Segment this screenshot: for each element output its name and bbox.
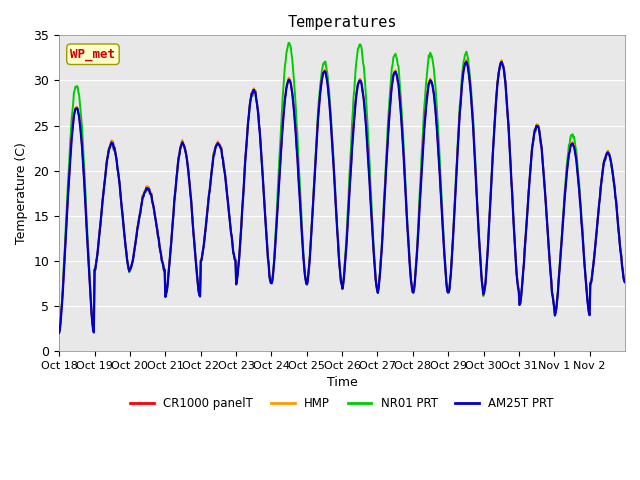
NR01 PRT [275,163,283,168]
Title: Temperatures: Temperatures [287,15,397,30]
HMP [432,114,440,120]
Legend: CR1000 panelT, HMP, NR01 PRT, AM25T PRT: CR1000 panelT, HMP, NR01 PRT, AM25T PRT [125,392,559,415]
AM25T PRT [55,330,63,336]
NR01 PRT [401,174,409,180]
NR01 PRT [621,278,629,284]
AM25T PRT [621,279,629,285]
CR1000 panelT [275,180,283,186]
CR1000 panelT [226,215,234,221]
NR01 PRT [122,243,129,249]
AM25T PRT [463,59,470,65]
NR01 PRT [226,215,234,221]
CR1000 panelT [254,106,262,111]
HMP [621,276,629,282]
HMP [55,328,63,334]
NR01 PRT [254,106,262,111]
CR1000 panelT [432,116,440,121]
CR1000 panelT [122,243,129,249]
Line: AM25T PRT: AM25T PRT [59,62,625,333]
NR01 PRT [55,329,63,335]
X-axis label: Time: Time [326,376,358,389]
HMP [122,241,129,247]
CR1000 panelT [463,59,470,64]
CR1000 panelT [55,330,63,336]
HMP [226,213,234,219]
AM25T PRT [122,243,129,249]
AM25T PRT [226,215,234,221]
HMP [401,167,408,173]
CR1000 panelT [401,169,408,175]
HMP [254,104,262,109]
NR01 PRT [285,40,292,46]
CR1000 panelT [621,279,629,285]
Y-axis label: Temperature (C): Temperature (C) [15,143,28,244]
AM25T PRT [275,181,283,187]
HMP [275,179,283,184]
AM25T PRT [432,116,440,121]
AM25T PRT [401,168,408,174]
Line: NR01 PRT: NR01 PRT [59,43,625,332]
HMP [463,57,470,62]
Line: HMP: HMP [59,60,625,331]
Line: CR1000 panelT: CR1000 panelT [59,61,625,333]
NR01 PRT [433,105,441,111]
Text: WP_met: WP_met [70,48,115,61]
AM25T PRT [254,106,262,111]
